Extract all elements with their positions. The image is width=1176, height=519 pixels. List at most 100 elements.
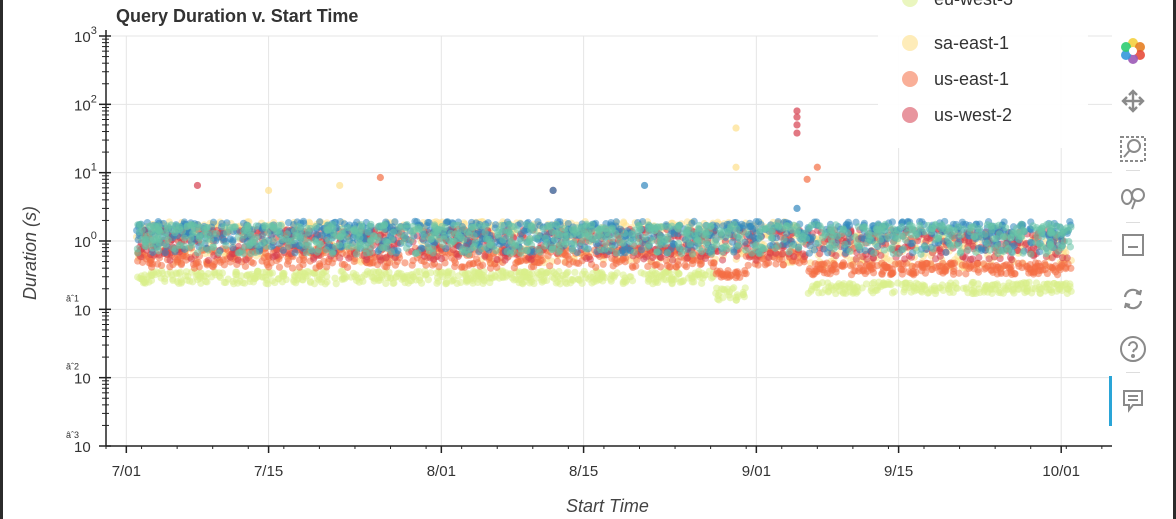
data-point xyxy=(586,255,594,263)
data-point xyxy=(433,279,441,287)
data-point xyxy=(937,284,945,292)
data-point xyxy=(991,285,999,293)
data-point xyxy=(146,222,154,230)
data-point xyxy=(323,278,331,286)
data-point xyxy=(674,239,683,247)
data-point-outlier xyxy=(813,163,821,171)
data-point xyxy=(870,249,878,257)
data-point xyxy=(168,271,176,279)
data-point xyxy=(408,261,416,269)
data-point xyxy=(1019,249,1027,257)
data-point xyxy=(846,247,854,255)
frame-left xyxy=(0,0,3,519)
data-point xyxy=(682,263,691,271)
data-point xyxy=(975,228,983,236)
data-point xyxy=(493,263,501,271)
y-tick-label: 10âˆ1 xyxy=(66,293,91,319)
data-point xyxy=(780,235,788,243)
data-point xyxy=(588,279,596,287)
data-point xyxy=(336,254,344,262)
data-point xyxy=(718,270,726,278)
data-point xyxy=(922,259,930,267)
data-point xyxy=(271,252,279,260)
data-point-outlier xyxy=(193,181,202,190)
data-point xyxy=(864,239,872,247)
data-point xyxy=(690,217,698,225)
data-point xyxy=(435,263,443,271)
data-point xyxy=(494,228,502,236)
data-point xyxy=(568,246,576,254)
data-point-outlier xyxy=(336,181,344,190)
data-point xyxy=(447,229,455,238)
data-point xyxy=(442,278,450,286)
data-point xyxy=(415,276,424,284)
data-point xyxy=(1042,249,1050,258)
data-point xyxy=(645,224,653,233)
data-point xyxy=(370,232,378,240)
y-tick-label: 10âˆ3 xyxy=(66,430,91,456)
data-point-outlier xyxy=(793,204,801,212)
data-point xyxy=(370,277,378,285)
data-point xyxy=(155,223,163,231)
data-point xyxy=(444,271,452,279)
data-point xyxy=(845,281,854,289)
data-point xyxy=(580,267,588,276)
data-point xyxy=(649,236,657,245)
data-point xyxy=(927,228,936,236)
data-point xyxy=(935,246,944,255)
data-point xyxy=(362,249,370,257)
data-point xyxy=(703,221,711,230)
data-point xyxy=(1063,289,1071,298)
data-point xyxy=(611,229,620,237)
data-point xyxy=(1025,269,1033,277)
data-point xyxy=(619,239,627,247)
data-point xyxy=(958,261,966,269)
data-point xyxy=(303,224,311,232)
data-point xyxy=(416,225,424,233)
data-point xyxy=(1046,285,1055,294)
data-point xyxy=(607,218,615,227)
data-point xyxy=(247,231,255,239)
data-point xyxy=(234,233,242,241)
data-point xyxy=(983,239,991,247)
data-point xyxy=(975,253,983,262)
data-point xyxy=(1014,285,1022,293)
data-point xyxy=(252,248,260,257)
data-point xyxy=(742,246,750,254)
data-point xyxy=(482,235,491,243)
data-point xyxy=(712,270,720,278)
data-point xyxy=(420,232,428,241)
data-point xyxy=(393,270,402,278)
data-point xyxy=(879,223,887,232)
data-point xyxy=(1048,263,1056,271)
data-point xyxy=(189,221,197,229)
data-point xyxy=(903,229,911,237)
data-point xyxy=(439,241,447,249)
data-point xyxy=(1003,245,1012,253)
data-point xyxy=(240,231,248,239)
data-point xyxy=(422,261,430,269)
data-point xyxy=(512,240,520,248)
data-point xyxy=(588,225,596,234)
data-point xyxy=(821,286,829,294)
data-point xyxy=(950,265,958,273)
data-point xyxy=(469,223,477,232)
data-point xyxy=(635,222,643,230)
x-tick-label: 8/01 xyxy=(427,463,456,480)
data-point xyxy=(176,241,184,249)
data-point xyxy=(250,274,259,283)
data-point xyxy=(929,245,937,253)
data-point xyxy=(492,247,500,255)
data-point xyxy=(907,288,915,296)
data-point xyxy=(814,239,822,247)
data-point xyxy=(768,233,776,242)
data-point xyxy=(187,234,195,242)
data-point xyxy=(723,288,731,296)
data-point xyxy=(328,248,336,256)
data-point xyxy=(181,272,190,280)
data-point xyxy=(699,274,707,282)
data-point xyxy=(252,222,260,230)
data-point xyxy=(249,259,257,267)
x-tick-label: 8/15 xyxy=(569,463,598,480)
